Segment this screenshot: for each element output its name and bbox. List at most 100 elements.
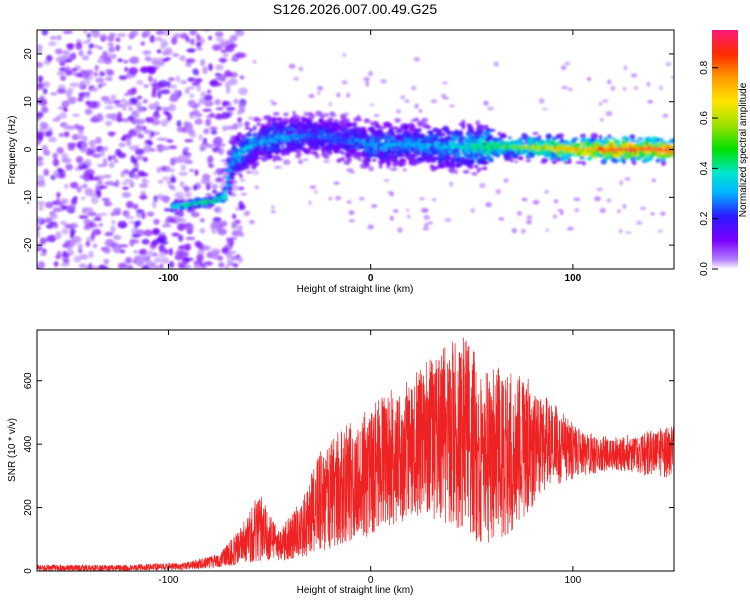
spectrogram-cell [67,87,74,95]
spectrogram-cell [478,124,486,128]
spectrogram-cell [56,250,62,257]
spectrogram-cell [144,116,155,123]
spectrogram-cell [71,68,78,72]
spectrogram-cell [137,95,143,100]
spectrogram-cell [389,215,394,221]
spectrogram-cell [58,132,64,138]
spectrogram-cell [227,190,233,196]
spectrogram-cell [118,244,129,248]
spectrogram-cell [474,152,480,158]
spectrogram-cell [559,138,565,144]
spectrogram-cell [622,204,627,209]
spectrogram-cell [97,185,108,189]
spectrogram-cell [196,33,201,41]
spectrogram-cell [313,121,319,126]
spectrogram-cell [430,99,438,104]
spectrogram-cell [63,184,69,189]
spectrogram-cell [113,159,119,164]
spectrogram-cell [308,114,316,120]
spectrogram-cell [65,69,73,76]
spectrogram-cell [209,126,218,131]
spectrogram-cell [75,42,83,50]
spectrogram-cell [568,87,573,92]
spectrogram-cell [558,133,564,139]
spectrogram-cell [446,130,454,135]
spectrogram-cell [292,128,298,133]
spectrogram-cell [178,234,184,242]
spectrogram-cell [606,198,612,203]
spectrogram-cell [64,58,73,63]
spectrogram-cell [88,212,97,216]
spectrogram-cell [140,190,146,196]
spectrogram-cell [138,248,148,256]
spectrogram-cell [117,58,123,63]
spectrogram-cell [37,225,41,231]
spectrogram-cell [240,179,246,182]
spectrogram-cell [407,214,411,219]
spectrogram-cell [381,159,387,164]
spectrogram-cell [414,160,421,165]
spectrogram-cell [61,252,70,258]
spectrogram-cell [37,61,44,68]
spectrogram-cell [149,35,155,43]
spectrogram-cell [271,102,278,106]
spectrogram-cell [218,57,228,63]
spectrogram-cell [179,263,186,269]
spectrogram-cell [118,75,128,80]
spectrogram-cell [115,44,121,51]
x-tick-label: 0 [368,273,374,284]
spectrogram-cell [129,216,135,220]
spectrogram-cell [379,132,387,135]
spectrogram-cell [207,202,215,207]
spectrogram-cell [228,185,233,191]
spectrogram-cell [76,186,82,193]
spectrogram-cell [537,135,542,140]
spectrogram-cell [315,143,320,147]
spectrogram-cell [78,166,86,170]
spectrogram-cell [482,166,488,171]
snr-xlabel: Height of straight line (km) [297,585,414,596]
spectrogram-cell [37,263,41,269]
spectrogram-cell [314,153,320,159]
spectrogram-cell [220,143,226,148]
spectrogram-cell [94,64,99,71]
spectrogram-cell [227,250,237,254]
spectrogram-cell [367,158,371,163]
spectrogram-cell [147,140,153,146]
spectrogram-cell [129,238,135,247]
spectrogram-cell [56,88,67,94]
snr-ylabel: SNR (10 * v/v) [7,418,18,482]
spectrogram-cell [635,140,641,144]
spectrogram-cell [525,159,532,162]
spectrogram-cell [98,212,108,216]
spectrogram-cell [308,93,315,99]
spectrogram-cell [594,196,601,202]
spectrogram-cell [617,140,621,143]
spectrogram-cell [134,148,145,156]
spectrogram-cell [644,158,651,163]
spectrogram-cell [561,85,568,90]
spectrogram-cell [390,167,398,171]
spectrogram-cell [65,66,71,71]
spectrogram-cell [659,85,663,91]
spectrogram-cell [559,210,564,216]
spectrogram-cell [567,226,574,231]
spectrogram-cell [185,243,192,252]
spectrogram-cell [361,129,368,136]
spectrogram-cell [157,234,168,242]
spectrogram-cell [371,204,378,208]
spectrogram-cell [469,159,475,165]
spectrogram-cell [322,112,330,118]
spectrogram-cell [254,153,259,157]
spectrogram-cell [43,168,50,176]
spectrogram-cell [91,87,99,92]
spectrogram-cell [225,45,235,53]
spectrogram-cell [61,100,70,108]
spectrogram-cell [161,257,170,264]
spectrogram-cell [233,98,239,105]
spectrogram-cell [239,174,243,179]
spectrogram-cell [474,164,479,169]
spectrogram-cell [573,197,581,201]
spectrogram-cell [157,91,162,99]
spectrogram-cell [84,94,90,99]
